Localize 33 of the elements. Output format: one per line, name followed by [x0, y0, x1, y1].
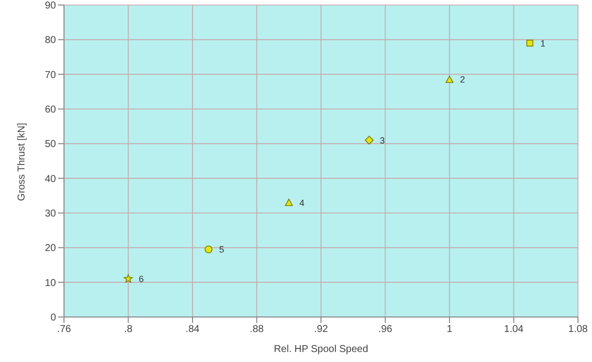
series-label: 2: [460, 74, 466, 85]
point: [204, 246, 212, 254]
x-axis-title: Rel. HP Spool Speed: [274, 344, 368, 355]
series-label: 3: [380, 135, 385, 146]
point: [124, 274, 133, 283]
y-tick-label: 70: [44, 70, 56, 81]
x-tick-label: 1: [446, 324, 453, 336]
y-axis-title: Gross Thrust [kN]: [16, 122, 28, 201]
x-tick-label: 1.04: [504, 324, 524, 336]
y-tick-label: 40: [44, 174, 56, 185]
y-tick-label: 0: [50, 312, 56, 324]
point: [284, 198, 293, 206]
series-label: 6: [138, 274, 144, 284]
x-tick-label: 1.08: [568, 324, 588, 336]
y-tick-label: 60: [44, 104, 56, 116]
x-tick-label: .8: [124, 324, 133, 336]
x-tick-label: .88: [250, 324, 264, 336]
x-tick-label: .92: [314, 324, 328, 336]
point: [526, 40, 534, 47]
y-tick-label: 50: [44, 139, 56, 150]
x-tick-label: .84: [186, 324, 200, 336]
y-tick-label: 90: [44, 0, 56, 12]
point: [446, 76, 454, 83]
y-tick-label: 10: [44, 278, 56, 289]
series-label: 1: [540, 38, 546, 48]
series-label: 5: [219, 244, 224, 255]
x-tick-label: .76: [57, 324, 72, 336]
point: [364, 136, 374, 145]
y-tick-label: 30: [44, 208, 56, 220]
series-label: 4: [299, 198, 304, 208]
y-tick-label: 80: [44, 35, 56, 46]
x-tick-label: .96: [378, 324, 393, 336]
y-tick-label: 20: [44, 243, 56, 254]
